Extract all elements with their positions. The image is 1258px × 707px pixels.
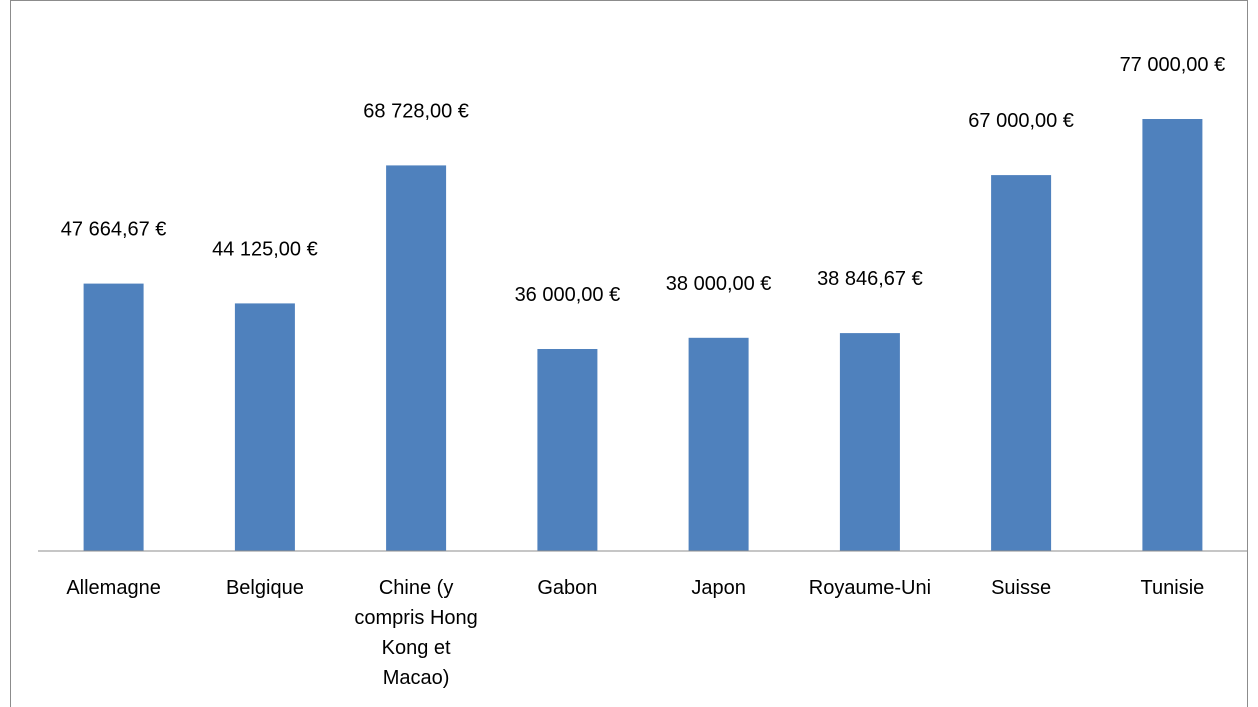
category-label-line: Macao) (383, 667, 450, 689)
category-label-line: Chine (y (379, 577, 453, 599)
category-label-0: Allemagne (66, 577, 161, 599)
data-labels-layer: 47 664,67 € 44 125,00 € 68 728,00 € 36 000,… (61, 54, 1225, 306)
category-label-4: Japon (691, 577, 746, 599)
data-label-2: 68 728,00 € (363, 100, 469, 122)
category-label-5: Royaume-Uni (809, 577, 931, 599)
bar-1 (234, 303, 295, 551)
bar-3 (537, 349, 598, 551)
category-label-line: Tunisie (1141, 577, 1205, 599)
data-label-7: 77 000,00 € (1120, 54, 1226, 76)
bar-7 (1142, 119, 1203, 551)
category-label-3: Gabon (537, 577, 597, 599)
data-label-6: 67 000,00 € (968, 110, 1074, 132)
category-label-2: Chine (y compris Hong Kong et Macao) (354, 577, 477, 689)
data-label-1: 44 125,00 € (212, 238, 318, 260)
category-label-line: Gabon (537, 577, 597, 599)
bar-0 (83, 283, 144, 551)
category-label-line: compris Hong (354, 607, 477, 629)
chart-border (10, 0, 1248, 707)
category-label-6: Suisse (991, 577, 1051, 599)
data-label-4: 38 000,00 € (666, 273, 772, 295)
data-label-5: 38 846,67 € (817, 268, 923, 290)
bar-5 (839, 333, 900, 551)
data-label-0: 47 664,67 € (61, 219, 167, 241)
category-label-line: Royaume-Uni (809, 577, 931, 599)
bars-layer (83, 119, 1203, 551)
category-label-line: Suisse (991, 577, 1051, 599)
bar-4 (688, 337, 749, 551)
category-label-line: Belgique (226, 577, 304, 599)
bar-2 (386, 165, 447, 551)
category-label-line: Allemagne (66, 577, 161, 599)
category-label-1: Belgique (226, 577, 304, 599)
data-label-3: 36 000,00 € (515, 284, 621, 306)
category-label-7: Tunisie (1141, 577, 1205, 599)
category-label-line: Kong et (382, 637, 451, 659)
category-labels-layer: Allemagne Belgique Chine (y compris Hong Kon… (66, 577, 1204, 689)
bar-6 (991, 175, 1052, 551)
category-label-line: Japon (691, 577, 746, 599)
